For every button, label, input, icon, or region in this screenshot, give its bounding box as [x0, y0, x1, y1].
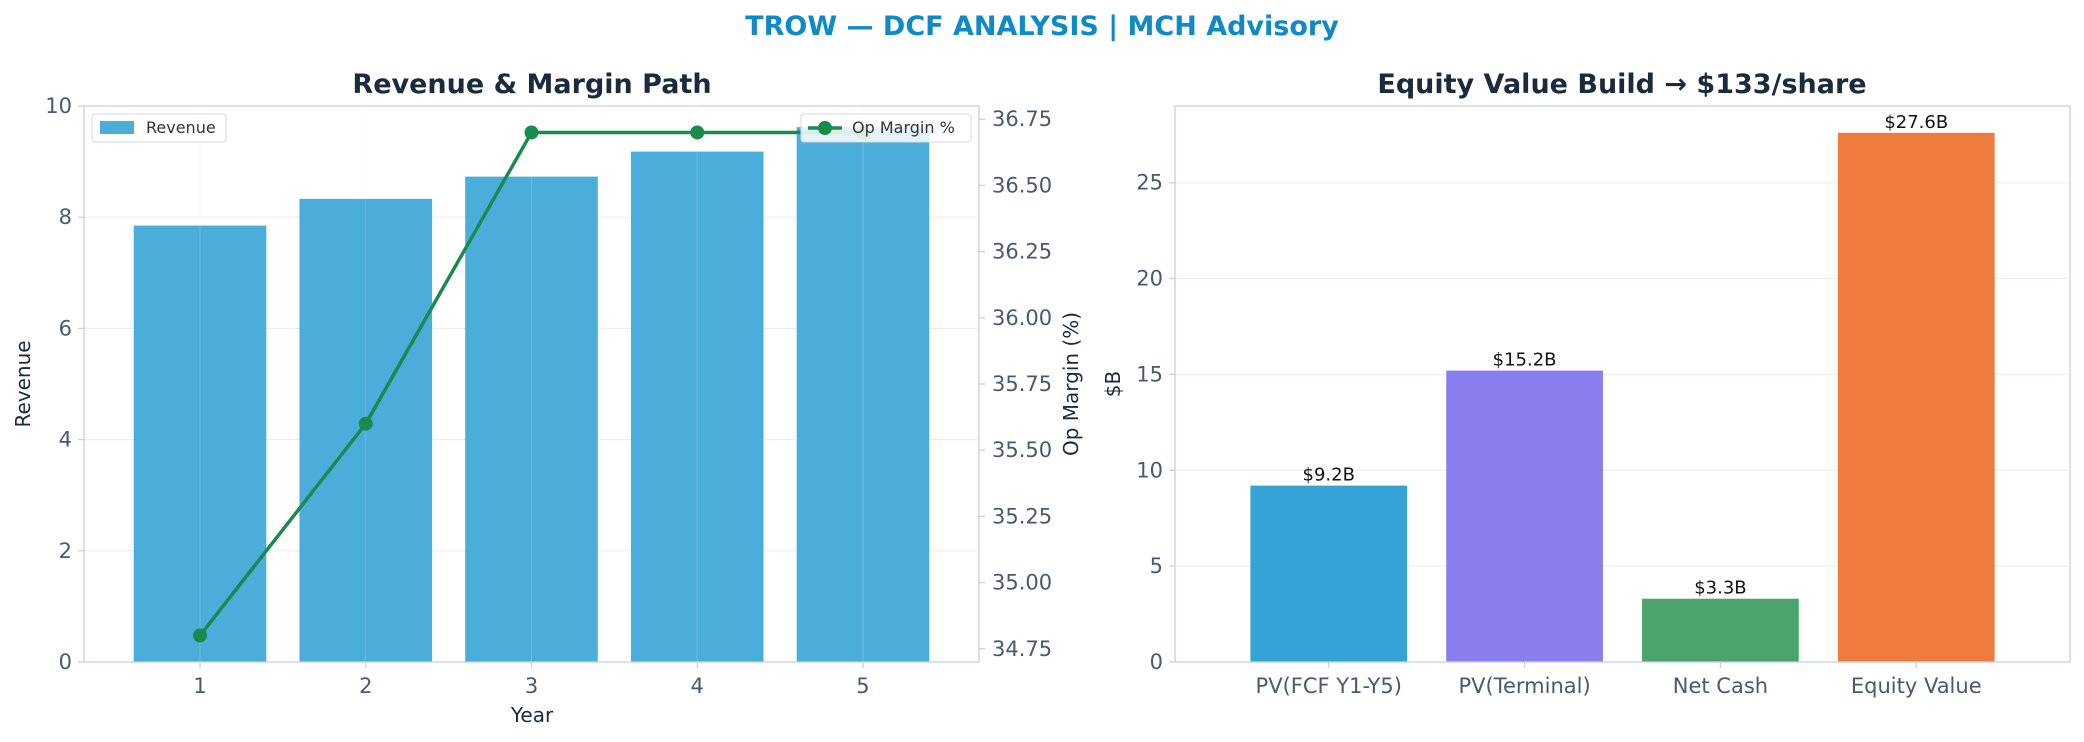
- chart1-y2tick-label: 36.75: [992, 107, 1052, 131]
- legend-margin-label: Op Margin %: [852, 118, 955, 137]
- chart2-title: Equity Value Build → $133/share: [1377, 69, 1866, 100]
- equity-bar-label-pv-fcf-y1-y5: $9.2B: [1303, 465, 1355, 486]
- equity-bar-label-net-cash: $3.3B: [1694, 578, 1746, 599]
- chart1-xtick-label: 5: [856, 674, 869, 698]
- chart1-ytick-label: 8: [59, 205, 72, 229]
- chart2-data-labels: $9.2B $15.2B $3.3B $27.6B: [1303, 112, 1949, 599]
- equity-bar-pv-fcf-y1-y5: [1250, 485, 1408, 662]
- chart1-legend-bar: Revenue: [91, 113, 227, 143]
- revenue-bar-year-3: [465, 176, 598, 662]
- margin-point-year-1: [193, 628, 208, 643]
- revenue-bar-year-1: [133, 225, 267, 663]
- chart1-ytick-label: 2: [59, 539, 72, 563]
- chart1-title: Revenue & Margin Path: [352, 69, 711, 100]
- chart1-margin-line: [193, 125, 870, 643]
- chart1-y2tick-label: 35.75: [992, 372, 1052, 396]
- chart1-ytick-label: 4: [59, 428, 72, 452]
- equity-bar-pv-terminal: [1446, 370, 1603, 662]
- chart1-y2tick-label: 35.25: [992, 504, 1052, 528]
- chart2-y-ticks: 0 5 10 15 20 25: [1136, 171, 1175, 674]
- equity-bar-equity-value: [1837, 132, 1995, 663]
- figure-suptitle: TROW — DCF ANALYSIS | MCH Advisory: [745, 11, 1339, 42]
- revenue-bar-year-5: [796, 127, 930, 663]
- chart2-xtick-label: PV(FCF Y1-Y5): [1256, 674, 1402, 698]
- chart1-y2tick-label: 36.00: [992, 306, 1052, 330]
- legend-revenue-label: Revenue: [146, 118, 216, 137]
- chart1-legend-line: Op Margin %: [800, 113, 972, 143]
- chart2-ylabel: $B: [1101, 371, 1125, 397]
- chart1-xtick-label: 4: [691, 674, 704, 698]
- chart2-ytick-label: 5: [1150, 554, 1163, 578]
- chart1-y2-ticks: 34.75 35.00 35.25 35.50 35.75 36.00 36.25 36.50…: [979, 107, 1052, 661]
- chart1-bars: [133, 127, 930, 663]
- chart1-vertical-grid: [199, 106, 864, 662]
- chart1-y2tick-label: 36.25: [992, 240, 1052, 264]
- chart1-y2tick-label: 35.00: [992, 571, 1052, 595]
- legend-margin-marker: [818, 121, 832, 135]
- chart1-ytick-label: 0: [59, 650, 72, 674]
- chart2-ytick-label: 0: [1150, 650, 1163, 674]
- chart2-xtick-label: PV(Terminal): [1458, 674, 1590, 698]
- equity-build-chart: Equity Value Build → $133/share 0 5 10 15 20…: [1101, 69, 2071, 698]
- chart2-ytick-label: 10: [1136, 458, 1163, 482]
- chart1-y2tick-label: 36.50: [992, 173, 1052, 197]
- chart2-frame: [1174, 105, 2071, 663]
- equity-bar-label-equity-value: $27.6B: [1884, 112, 1948, 133]
- chart1-xtick-label: 3: [525, 674, 538, 698]
- equity-bar-label-pv-terminal: $15.2B: [1493, 350, 1557, 371]
- chart1-ytick-label: 6: [59, 316, 72, 340]
- margin-point-year-4: [690, 125, 705, 140]
- legend-revenue-swatch: [100, 121, 134, 134]
- chart2-ytick-label: 25: [1136, 171, 1163, 195]
- chart1-y2tick-label: 34.75: [992, 637, 1052, 661]
- chart2-xtick-label: Net Cash: [1673, 674, 1768, 698]
- chart1-y2tick-label: 35.50: [992, 438, 1052, 462]
- chart1-ylabel: Revenue: [11, 340, 35, 427]
- revenue-bar-year-4: [630, 151, 764, 663]
- chart1-xtick-label: 2: [359, 674, 372, 698]
- chart2-xtick-label: Equity Value: [1851, 674, 1982, 698]
- chart1-x-ticks: 1 2 3 4 5: [193, 662, 870, 698]
- chart2-x-ticks: PV(FCF Y1-Y5) PV(Terminal) Net Cash Equity …: [1256, 662, 1982, 698]
- chart1-xtick-label: 1: [193, 674, 206, 698]
- chart2-ytick-label: 20: [1136, 267, 1163, 291]
- equity-bar-net-cash: [1642, 598, 1799, 662]
- chart2-ytick-label: 15: [1136, 362, 1163, 386]
- chart1-xlabel: Year: [510, 703, 554, 727]
- chart1-y2label: Op Margin (%): [1059, 312, 1083, 456]
- margin-point-year-3: [524, 125, 539, 140]
- revenue-margin-chart: Revenue & Margin Path 0 2 4 6 8 10 34.75 35.00…: [11, 69, 1083, 727]
- chart1-y-ticks: 0 2 4 6 8 10: [45, 94, 84, 674]
- margin-point-year-2: [358, 416, 373, 431]
- chart1-ytick-label: 10: [45, 94, 72, 118]
- chart2-bars: [1250, 132, 1995, 663]
